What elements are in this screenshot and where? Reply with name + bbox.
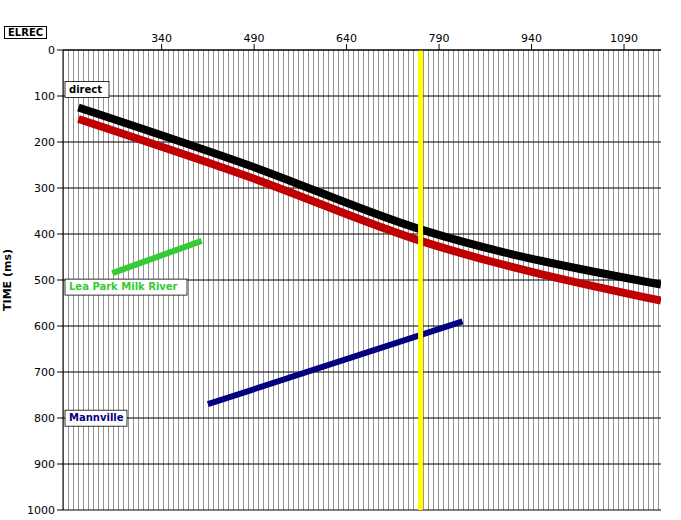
svg-text:490: 490 (244, 32, 265, 45)
svg-text:500: 500 (34, 274, 55, 287)
svg-text:700: 700 (34, 366, 55, 379)
svg-text:100: 100 (34, 90, 55, 103)
svg-text:940: 940 (521, 32, 542, 45)
svg-text:340: 340 (151, 32, 172, 45)
svg-text:Mannville: Mannville (69, 412, 124, 423)
svg-text:800: 800 (34, 412, 55, 425)
svg-text:direct: direct (69, 84, 102, 95)
svg-text:600: 600 (34, 320, 55, 333)
svg-text:1090: 1090 (610, 32, 638, 45)
svg-text:790: 790 (429, 32, 450, 45)
svg-text:300: 300 (34, 182, 55, 195)
svg-text:400: 400 (34, 228, 55, 241)
html-text:ELREC: ELREC (8, 27, 44, 38)
svg-text:TIME (ms): TIME (ms) (1, 249, 14, 311)
svg-text:900: 900 (34, 458, 55, 471)
svg-text:Lea Park Milk River: Lea Park Milk River (69, 281, 178, 292)
svg-text:0: 0 (48, 44, 55, 57)
svg-text:200: 200 (34, 136, 55, 149)
svg-text:1000: 1000 (27, 504, 55, 517)
svg-text:640: 640 (336, 32, 357, 45)
